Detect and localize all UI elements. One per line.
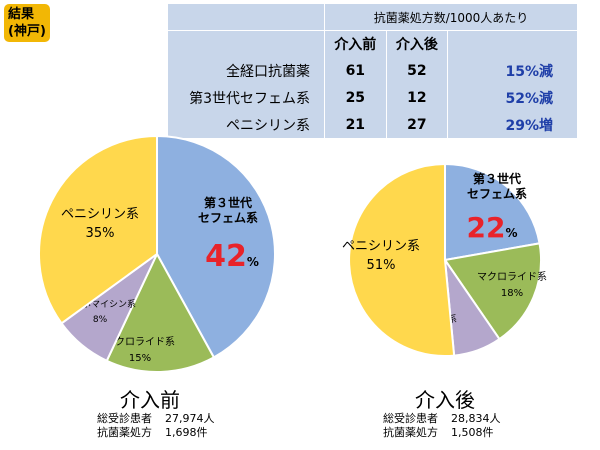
- table-row: ペニシリン系 21 27 29%増: [168, 111, 578, 138]
- slice-percent: 35%: [86, 226, 115, 241]
- table-row: 第3世代セフェム系 25 12 52%減: [168, 84, 578, 111]
- col-before-header: 介入前: [324, 30, 387, 57]
- row-before: 21: [324, 111, 387, 138]
- row-after: 52: [386, 57, 449, 84]
- row-before: 61: [324, 57, 387, 84]
- row-change: 52%減: [447, 84, 578, 111]
- row-name: 全経口抗菌薬: [168, 57, 326, 84]
- stats-before: 総受診患者 27,974人 抗菌薬処方 1,698件: [97, 412, 215, 440]
- result-badge: 結果 (神戸): [4, 4, 50, 42]
- stat-value: 1,698件: [165, 426, 208, 439]
- row-name: ペニシリン系: [168, 111, 326, 138]
- pie-slice-macrolide: [443, 242, 542, 341]
- badge-title: 結果: [8, 7, 35, 22]
- stat-label: 総受診患者: [383, 412, 438, 425]
- table-row: 全経口抗菌薬 61 52 15%減: [168, 57, 578, 84]
- row-before: 25: [324, 84, 387, 111]
- row-name: 第3世代セフェム系: [168, 84, 326, 111]
- row-change: 15%減: [447, 57, 578, 84]
- caption-before: 介入前: [120, 388, 180, 412]
- slice-percent: 18%: [501, 288, 523, 299]
- col-after-header: 介入後: [386, 30, 449, 57]
- pie-chart-before: 第３世代セフェム系 42% マクロライド系 15% ホスホマイシン系 8% ペニシリン系 35…: [38, 134, 276, 373]
- stat-label: 抗菌薬処方: [383, 426, 438, 439]
- slice-percent: 22%: [467, 211, 518, 244]
- pie-slice-cephem: [156, 134, 276, 359]
- row-after: 27: [386, 111, 449, 138]
- stats-after: 総受診患者 28,834人 抗菌薬処方 1,508件: [383, 412, 501, 440]
- slice-label: 第３世代セフェム系: [198, 195, 258, 225]
- stat-label: 総受診患者: [97, 412, 152, 425]
- slice-percent: 15%: [129, 353, 151, 364]
- stat-value: 1,508件: [451, 426, 494, 439]
- row-after: 12: [386, 84, 449, 111]
- slice-percent: 42%: [205, 239, 259, 274]
- slice-percent: 51%: [367, 258, 396, 273]
- pie-slice-macrolide: [105, 251, 216, 373]
- caption-after: 介入後: [415, 388, 475, 412]
- slice-label: ホスホマイシン系: [64, 299, 136, 310]
- stat-label: 抗菌薬処方: [97, 426, 152, 439]
- slice-label: マクロライド系: [477, 271, 547, 283]
- table-header: 抗菌薬処方数/1000人あたり: [324, 4, 578, 31]
- slice-label: マクロライド系: [105, 336, 175, 348]
- slice-label: 第３世代セフェム系: [467, 171, 527, 201]
- stat-value: 27,974人: [165, 412, 215, 425]
- pie-slice-cephem: [444, 162, 541, 262]
- slice-label: ペニシリン系: [61, 207, 139, 222]
- badge-location: (神戸): [8, 24, 46, 39]
- slice-percent: 8%: [93, 315, 108, 325]
- results-table: 抗菌薬処方数/1000人あたり 介入前 介入後 全経口抗菌薬 61 52 15%…: [168, 4, 578, 138]
- pie-slice-penicillin: [348, 162, 456, 357]
- stat-value: 28,834人: [451, 412, 501, 425]
- row-change: 29%増: [447, 111, 578, 138]
- pie-slice-penicillin: [38, 134, 158, 325]
- slice-label: ペニシリン系: [342, 239, 420, 254]
- pie-chart-after: 第３世代セフェム系22%マクロライド系18%ホスホマイシン系8%ペニシリン系51…: [342, 162, 547, 357]
